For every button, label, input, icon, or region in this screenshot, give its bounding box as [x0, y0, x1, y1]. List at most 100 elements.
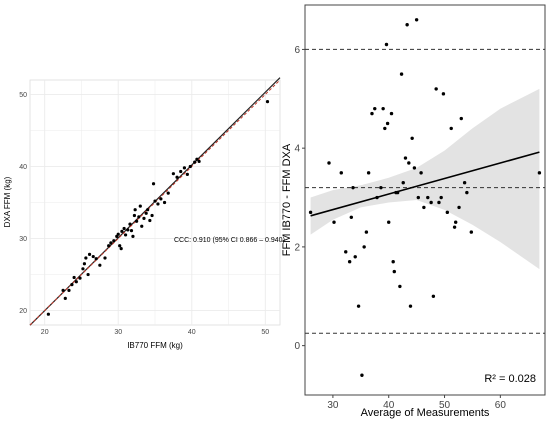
- concordance-plot: 20 30 40 50 20 30 40 50 CCC: 0.910 (95% CI 0.86…: [3, 77, 285, 350]
- bland-altman-limits: [305, 48, 545, 334]
- data-point: [449, 126, 453, 131]
- data-point: [366, 171, 371, 175]
- data-point: [410, 136, 414, 140]
- data-point: [118, 244, 122, 248]
- data-point: [429, 200, 433, 205]
- data-point: [128, 222, 132, 226]
- data-point: [86, 272, 90, 277]
- concordance-axis-ticks: 20 30 40 50 20 30 40 50: [19, 92, 269, 336]
- data-point: [445, 210, 450, 215]
- data-point: [140, 224, 144, 228]
- data-point: [82, 262, 87, 266]
- concordance-points: [46, 100, 270, 316]
- data-point: [416, 195, 421, 200]
- data-point: [162, 200, 167, 205]
- data-point: [81, 267, 85, 271]
- data-point: [401, 181, 405, 185]
- data-point: [122, 226, 126, 231]
- data-point: [84, 256, 88, 260]
- data-point: [537, 171, 542, 175]
- data-point: [399, 72, 404, 76]
- data-point: [153, 199, 157, 203]
- data-point: [132, 213, 137, 218]
- data-point: [387, 220, 391, 224]
- x-tick-label: 20: [41, 329, 49, 336]
- data-point: [74, 280, 78, 284]
- data-point: [119, 247, 123, 251]
- y-tick-label: 6: [294, 45, 300, 56]
- data-point: [403, 156, 408, 160]
- data-point: [370, 111, 374, 116]
- data-point: [385, 121, 390, 126]
- data-point: [98, 263, 102, 267]
- data-point: [150, 213, 154, 218]
- data-point: [129, 229, 134, 233]
- data-point: [465, 190, 469, 195]
- data-point: [426, 195, 430, 200]
- data-point: [431, 294, 436, 298]
- data-point: [453, 220, 458, 224]
- data-point: [175, 175, 179, 179]
- data-point: [441, 92, 446, 96]
- data-point: [265, 100, 270, 104]
- fit-line: [310, 151, 540, 217]
- concordance-grid: [30, 80, 280, 325]
- data-point: [137, 215, 141, 219]
- data-point: [87, 252, 92, 256]
- data-point: [414, 18, 419, 22]
- data-point: [437, 200, 441, 205]
- data-point: [107, 244, 111, 248]
- confidence-band: [310, 88, 540, 270]
- data-point: [332, 220, 336, 224]
- data-point: [144, 211, 148, 215]
- data-point: [405, 23, 409, 27]
- data-point: [452, 225, 457, 229]
- data-point: [116, 232, 120, 236]
- data-point: [103, 256, 107, 260]
- data-point: [457, 205, 461, 210]
- bland-altman-fit: [310, 151, 540, 217]
- data-point: [469, 230, 474, 234]
- bland-altman-annotation: R² = 0.028: [484, 373, 536, 385]
- data-point: [439, 195, 443, 200]
- data-point: [188, 164, 192, 169]
- data-point: [347, 260, 352, 264]
- data-point: [381, 106, 385, 111]
- data-point: [78, 276, 82, 280]
- x-tick-label: 30: [327, 400, 339, 411]
- concordance-y-label: DXA FFM (kg): [3, 176, 12, 227]
- data-point: [135, 219, 139, 223]
- concordance-annotation: CCC: 0.910 (95% CI 0.866 – 0.940): [174, 237, 285, 244]
- data-point: [146, 208, 150, 212]
- concordance-x-label: IB770 FFM (kg): [127, 341, 183, 350]
- data-point: [362, 245, 366, 249]
- y-tick-label: 30: [19, 236, 27, 243]
- data-point: [364, 230, 369, 234]
- data-point: [94, 257, 98, 261]
- data-point: [193, 160, 197, 164]
- data-point: [197, 159, 201, 164]
- data-point: [151, 182, 156, 186]
- y-tick-label: 40: [19, 164, 27, 171]
- data-point: [308, 210, 313, 215]
- data-point: [185, 172, 189, 176]
- y-tick-label: 20: [19, 308, 27, 315]
- data-point: [344, 250, 348, 254]
- data-point: [142, 216, 146, 220]
- data-point: [379, 185, 383, 190]
- data-point: [373, 106, 377, 111]
- data-point: [112, 239, 116, 243]
- data-point: [398, 284, 402, 289]
- bland-altman-plot: 30 40 50 60 0 2 4 6 R² = 0.028 Average of Measu…: [281, 4, 546, 419]
- data-point: [351, 185, 355, 190]
- data-point: [123, 233, 128, 237]
- data-point: [46, 312, 50, 316]
- data-point: [408, 304, 413, 308]
- x-tick-label: 30: [114, 329, 122, 336]
- data-point: [156, 202, 160, 206]
- data-point: [412, 166, 417, 170]
- data-point: [67, 288, 71, 293]
- data-point: [375, 195, 379, 200]
- data-point: [356, 304, 361, 308]
